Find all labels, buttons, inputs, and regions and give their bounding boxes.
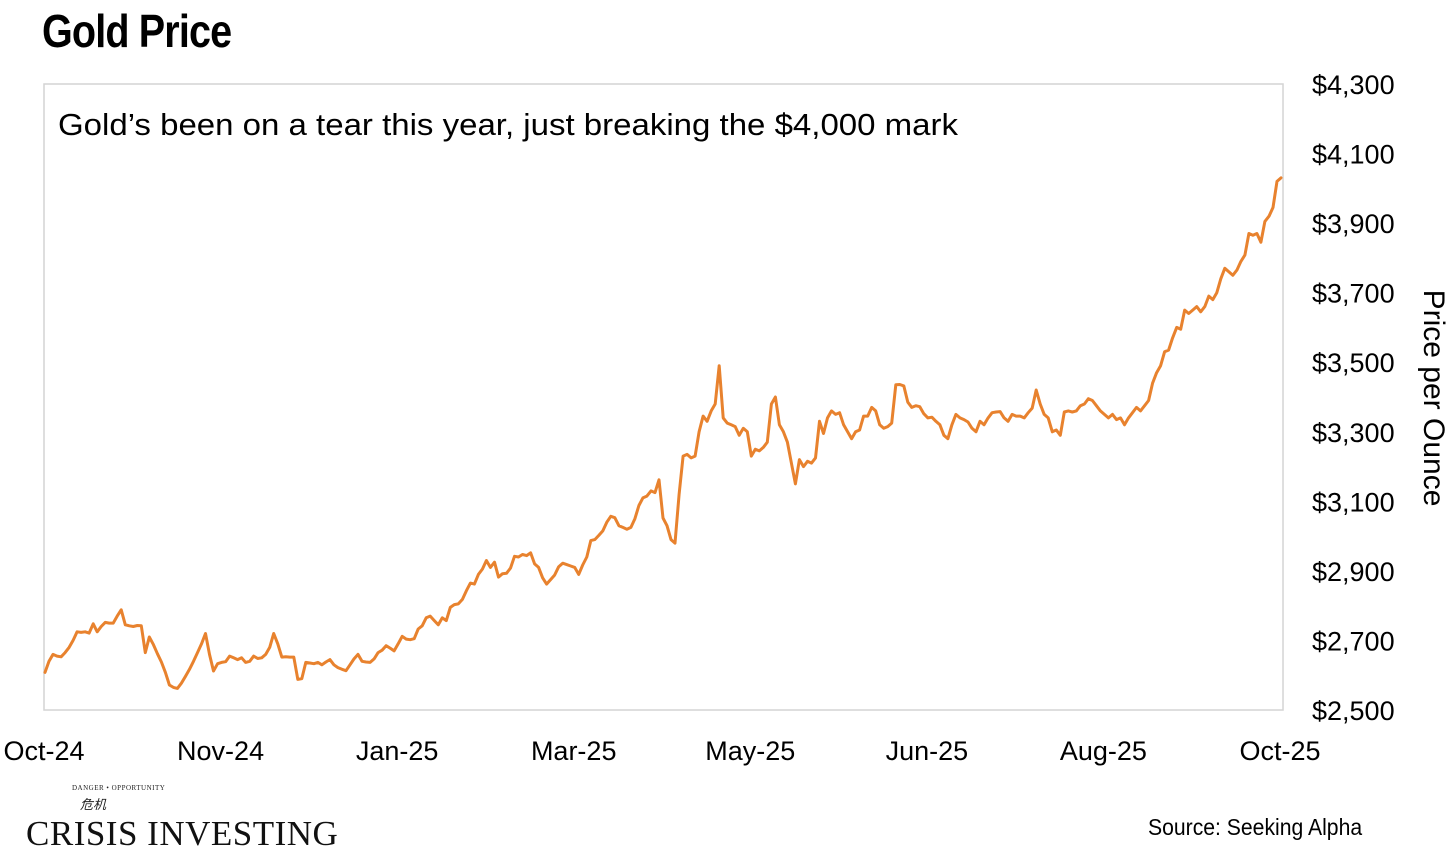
y-tick-label: $3,900 (1312, 209, 1395, 239)
y-axis-ticks: $2,500 $2,700 $2,900 $3,100 $3,300 $3,500 $3,7… (1312, 70, 1395, 726)
y-tick-label: $3,700 (1312, 279, 1395, 309)
crisis-investing-logo: DANGER • OPPORTUNITY 危机 CRISIS INVESTING (26, 784, 346, 854)
y-tick-label: $3,500 (1312, 348, 1395, 378)
y-tick-label: $4,100 (1312, 140, 1395, 170)
source-note: Source: Seeking Alpha (1148, 814, 1363, 840)
x-tick-label: Oct-25 (1239, 736, 1320, 766)
gold-price-line (43, 176, 1283, 690)
logo-name: CRISIS INVESTING (26, 814, 339, 853)
x-tick-label: Nov-24 (177, 736, 264, 766)
x-tick-label: Aug-25 (1060, 736, 1147, 766)
y-tick-label: $2,900 (1312, 557, 1395, 587)
logo-mark: 危机 (80, 797, 107, 812)
x-tick-label: Jun-25 (886, 736, 969, 766)
x-axis-ticks: Oct-24 Nov-24 Jan-25 Mar-25 May-25 Jun-25 Aug-… (3, 736, 1320, 766)
y-tick-label: $3,300 (1312, 418, 1395, 448)
y-tick-label: $2,500 (1312, 696, 1395, 726)
y-axis-title: Price per Ounce (1417, 290, 1450, 507)
y-tick-label: $4,300 (1312, 70, 1395, 100)
x-tick-label: May-25 (705, 736, 795, 766)
x-tick-label: Oct-24 (3, 736, 84, 766)
page-title: Gold Price (42, 5, 232, 57)
x-tick-label: Jan-25 (356, 736, 439, 766)
x-tick-label: Mar-25 (531, 736, 617, 766)
y-tick-label: $3,100 (1312, 487, 1395, 517)
logo-tagline: DANGER • OPPORTUNITY (72, 784, 166, 792)
y-tick-label: $2,700 (1312, 626, 1395, 656)
chart-annotation: Gold’s been on a tear this year, just br… (58, 107, 959, 142)
plot-area-border (43, 83, 1284, 711)
